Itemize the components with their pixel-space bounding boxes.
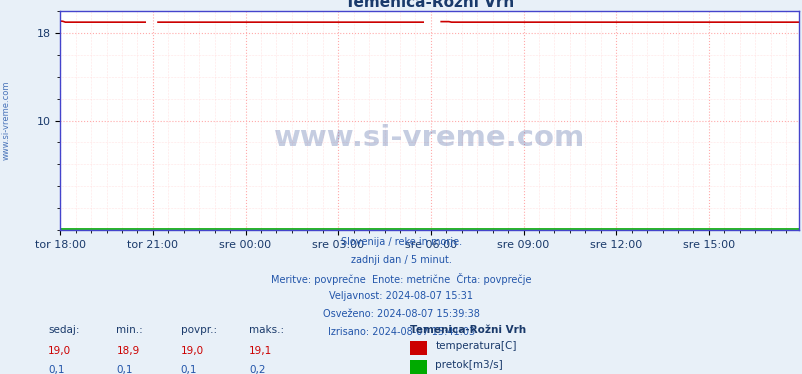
Text: www.si-vreme.com: www.si-vreme.com	[273, 124, 585, 152]
Text: 19,1: 19,1	[249, 346, 272, 356]
Text: 19,0: 19,0	[48, 346, 71, 356]
Text: Meritve: povprečne  Enote: metrične  Črta: povprečje: Meritve: povprečne Enote: metrične Črta:…	[271, 273, 531, 285]
Text: www.si-vreme.com: www.si-vreme.com	[2, 81, 11, 160]
Text: min.:: min.:	[116, 325, 143, 335]
Text: pretok[m3/s]: pretok[m3/s]	[435, 360, 502, 370]
Text: sedaj:: sedaj:	[48, 325, 79, 335]
Text: 0,2: 0,2	[249, 365, 265, 374]
Text: Slovenija / reke in morje.: Slovenija / reke in morje.	[341, 237, 461, 248]
Title: Temenica-Rožni Vrh: Temenica-Rožni Vrh	[345, 0, 513, 10]
Text: Izrisano: 2024-08-07 15:41:03: Izrisano: 2024-08-07 15:41:03	[327, 327, 475, 337]
Text: Temenica-Rožni Vrh: Temenica-Rožni Vrh	[409, 325, 525, 335]
Text: 19,0: 19,0	[180, 346, 204, 356]
Text: 0,1: 0,1	[48, 365, 65, 374]
Text: Osveženo: 2024-08-07 15:39:38: Osveženo: 2024-08-07 15:39:38	[322, 309, 480, 319]
Text: 18,9: 18,9	[116, 346, 140, 356]
Text: 0,1: 0,1	[180, 365, 197, 374]
Text: maks.:: maks.:	[249, 325, 284, 335]
Text: Veljavnost: 2024-08-07 15:31: Veljavnost: 2024-08-07 15:31	[329, 291, 473, 301]
Text: zadnji dan / 5 minut.: zadnji dan / 5 minut.	[350, 255, 452, 266]
Text: povpr.:: povpr.:	[180, 325, 217, 335]
Text: 0,1: 0,1	[116, 365, 133, 374]
Text: temperatura[C]: temperatura[C]	[435, 341, 516, 351]
